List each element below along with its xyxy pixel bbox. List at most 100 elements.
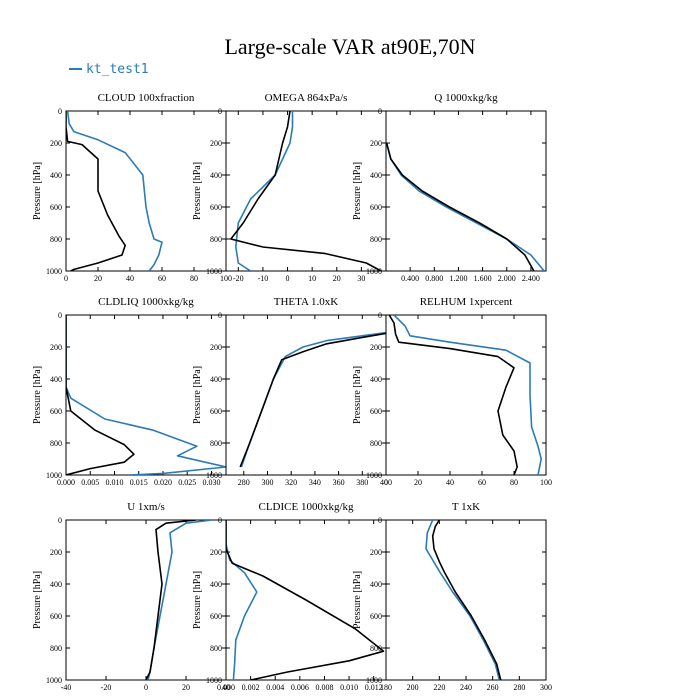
x-tick-label: 20 — [94, 274, 102, 283]
y-tick-label: 200 — [370, 139, 382, 148]
y-tick-label: 800 — [50, 644, 62, 653]
panel-title: U 1xm/s — [127, 501, 165, 513]
legend-swatch — [69, 68, 82, 70]
panel-frame — [385, 519, 547, 681]
series-line-reference — [145, 520, 197, 680]
x-tick-label: 30 — [357, 274, 365, 283]
series-line-kt-test1 — [66, 315, 226, 475]
x-tick-label: -20 — [233, 274, 244, 283]
x-tick-label: 0 — [384, 478, 388, 487]
x-tick-label: 0.010 — [105, 478, 123, 487]
y-tick-label: 600 — [210, 612, 222, 621]
y-tick-label: 200 — [370, 548, 382, 557]
x-tick-label: 300 — [540, 683, 552, 692]
series-line-kt-test1 — [425, 520, 501, 680]
x-tick-label: 180 — [380, 683, 392, 692]
series-line-reference — [431, 520, 502, 680]
y-axis-label: Pressure [hPa] — [192, 162, 203, 220]
panel-1: CLOUD 100xfraction02004006008001000Press… — [32, 92, 232, 283]
panel-9: T 1xK 0 200 400 600 800 1000 Pressure [hPa] 180 2… — [352, 501, 552, 692]
y-tick-label: 200 — [210, 139, 222, 148]
panel-frame — [385, 314, 547, 476]
x-tick-label: 220 — [433, 683, 445, 692]
panel-8: CLDICE 1000xkg/kg02004006008001000Pressu… — [192, 501, 387, 692]
y-tick-label: 800 — [210, 439, 222, 448]
y-tick-label: 600 — [370, 203, 382, 212]
x-tick-label: 0.025 — [178, 478, 196, 487]
y-axis-label: Pressure [hPa] — [352, 366, 363, 424]
x-tick-label: 2.000 — [498, 274, 516, 283]
panel-title: CLDLIQ 1000xkg/kg — [98, 296, 194, 308]
y-axis-label: Pressure [hPa] — [352, 571, 363, 629]
x-tick-label: 100 — [220, 274, 232, 283]
series-line-reference — [230, 111, 382, 271]
x-tick-label: 40 — [446, 478, 454, 487]
y-tick-label: 0 — [378, 516, 382, 525]
y-tick-label: 600 — [50, 407, 62, 416]
x-tick-label: 0.000 — [217, 683, 235, 692]
y-tick-label: 200 — [370, 343, 382, 352]
series-line-kt-test1 — [235, 111, 294, 271]
x-tick-label: 60 — [158, 274, 166, 283]
x-tick-label: 80 — [510, 478, 518, 487]
panel-2: OMEGA 864xPa/s02004006008001000Pressure … — [192, 92, 387, 283]
x-tick-label: 0.010 — [340, 683, 358, 692]
panel-title: T 1xK — [452, 501, 480, 513]
y-tick-label: 1000 — [206, 676, 222, 685]
x-tick-label: 1.600 — [474, 274, 492, 283]
x-tick-label: 0.004 — [266, 683, 284, 692]
y-axis-label: Pressure [hPa] — [352, 162, 363, 220]
x-tick-label: 0.800 — [425, 274, 443, 283]
y-tick-label: 600 — [210, 407, 222, 416]
x-tick-label: 0.008 — [315, 683, 333, 692]
y-tick-label: 800 — [370, 439, 382, 448]
x-tick-label: 320 — [285, 478, 297, 487]
x-tick-label: 60 — [478, 478, 486, 487]
panel-5: THETA 1.0xK 0 200 400 600 800 1000 Pressure [hP… — [192, 296, 392, 487]
legend: kt_test1 — [69, 61, 149, 77]
y-tick-label: 0 — [218, 107, 222, 116]
x-tick-label: 0 — [144, 683, 148, 692]
y-tick-label: 200 — [50, 548, 62, 557]
y-tick-label: 200 — [50, 139, 62, 148]
panel-title: Q 1000xkg/kg — [434, 92, 498, 104]
panel-frame — [385, 110, 547, 272]
x-tick-label: 280 — [513, 683, 525, 692]
y-axis-label: Pressure [hPa] — [32, 571, 43, 629]
y-tick-label: 200 — [50, 343, 62, 352]
series-line-reference — [386, 142, 535, 271]
y-tick-label: 600 — [370, 407, 382, 416]
y-tick-label: 600 — [370, 612, 382, 621]
y-tick-label: 400 — [50, 375, 62, 384]
y-tick-label: 0 — [58, 516, 62, 525]
y-tick-label: 0 — [58, 311, 62, 320]
x-tick-label: 20 — [414, 478, 422, 487]
x-tick-label: 40 — [126, 274, 134, 283]
y-tick-label: 600 — [50, 203, 62, 212]
y-tick-label: 800 — [210, 235, 222, 244]
series-line-reference — [226, 520, 385, 680]
x-tick-label: 20 — [333, 274, 341, 283]
y-tick-label: 200 — [210, 548, 222, 557]
y-tick-label: 1000 — [46, 471, 62, 480]
y-tick-label: 1000 — [46, 267, 62, 276]
y-tick-label: 400 — [210, 171, 222, 180]
panel-3: Q 1000xkg/kg 0 200 400 600 800 1000 Pressure [h… — [352, 92, 547, 283]
x-tick-label: 100 — [540, 478, 552, 487]
y-tick-label: 0 — [58, 107, 62, 116]
x-tick-label: 40 — [222, 683, 230, 692]
y-tick-label: 800 — [50, 235, 62, 244]
x-tick-label: 20 — [182, 683, 190, 692]
y-tick-label: 200 — [210, 343, 222, 352]
x-tick-label: 300 — [261, 478, 273, 487]
x-tick-label: 260 — [487, 683, 499, 692]
y-tick-label: 1000 — [366, 267, 382, 276]
x-tick-label: 280 — [238, 478, 250, 487]
y-tick-label: 0 — [378, 107, 382, 116]
series-line-kt-test1 — [240, 331, 386, 468]
x-tick-label: 340 — [309, 478, 321, 487]
y-tick-label: 400 — [210, 580, 222, 589]
x-tick-label: 0.006 — [291, 683, 309, 692]
panel-title: CLOUD 100xfraction — [98, 92, 195, 104]
y-tick-label: 0 — [218, 516, 222, 525]
